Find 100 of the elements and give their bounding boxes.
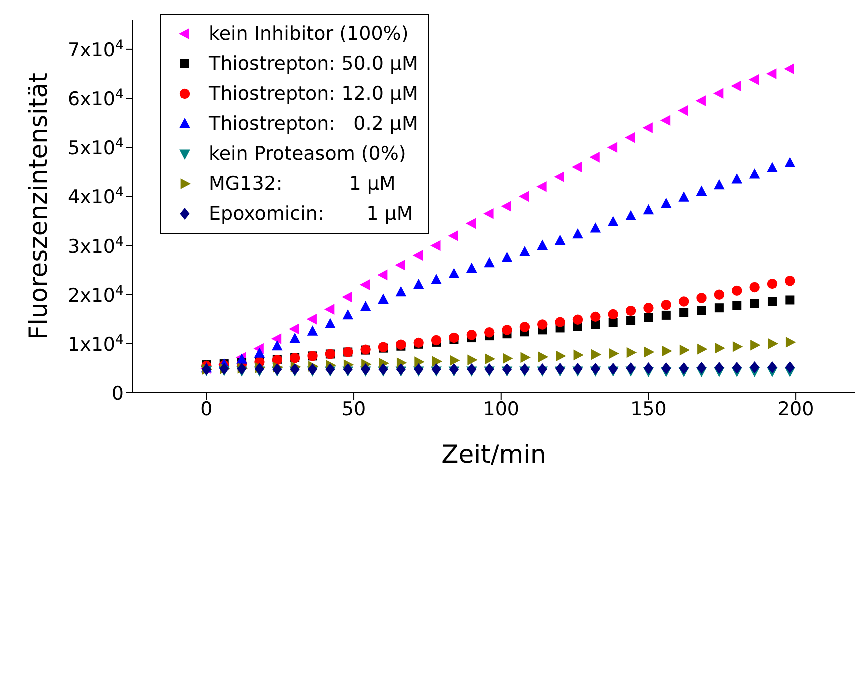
point bbox=[290, 363, 300, 376]
x-tick-label: 150 bbox=[630, 398, 667, 420]
point bbox=[573, 362, 583, 375]
point bbox=[608, 362, 618, 375]
point bbox=[574, 350, 584, 361]
point bbox=[556, 350, 566, 362]
point bbox=[608, 318, 618, 328]
point bbox=[591, 349, 602, 360]
point bbox=[396, 286, 407, 297]
point bbox=[412, 250, 424, 261]
legend-label: Thiostrepton: 0.2 µM bbox=[209, 113, 418, 135]
point bbox=[325, 318, 336, 328]
point bbox=[308, 363, 318, 376]
point bbox=[502, 363, 512, 376]
point bbox=[626, 362, 636, 374]
point bbox=[696, 362, 707, 374]
y-tick-label: 0 bbox=[112, 383, 124, 405]
point bbox=[715, 342, 726, 354]
point bbox=[786, 296, 795, 305]
point bbox=[713, 88, 724, 100]
point bbox=[538, 320, 548, 330]
point bbox=[678, 192, 690, 202]
point bbox=[625, 132, 636, 144]
point bbox=[644, 302, 654, 314]
point bbox=[591, 320, 600, 330]
point bbox=[414, 356, 425, 368]
y-tick-label: 4x10$^{4}$ bbox=[68, 185, 124, 209]
point bbox=[449, 332, 460, 344]
point bbox=[554, 234, 566, 246]
point bbox=[660, 115, 671, 126]
point bbox=[361, 363, 371, 376]
point bbox=[342, 309, 354, 320]
point bbox=[767, 162, 778, 172]
point bbox=[378, 294, 389, 304]
point bbox=[467, 363, 477, 376]
point bbox=[732, 362, 742, 374]
point bbox=[537, 240, 548, 250]
point bbox=[732, 286, 742, 296]
point bbox=[520, 363, 530, 376]
point bbox=[784, 157, 796, 168]
point bbox=[502, 252, 513, 262]
point bbox=[448, 230, 458, 242]
point bbox=[590, 362, 600, 375]
point bbox=[466, 330, 477, 340]
point bbox=[503, 353, 514, 364]
point bbox=[572, 162, 582, 173]
point bbox=[466, 218, 476, 230]
point bbox=[662, 310, 671, 320]
point bbox=[750, 299, 760, 308]
legend-label: MG132: 1 µM bbox=[209, 173, 396, 195]
point bbox=[609, 348, 620, 360]
point bbox=[662, 346, 672, 357]
point bbox=[450, 355, 460, 366]
point bbox=[590, 312, 601, 322]
point bbox=[271, 334, 282, 344]
point bbox=[696, 96, 706, 106]
point bbox=[680, 308, 689, 318]
point bbox=[680, 344, 690, 356]
point bbox=[642, 122, 653, 134]
point bbox=[590, 152, 600, 163]
point bbox=[555, 317, 566, 328]
point bbox=[661, 300, 672, 310]
point bbox=[572, 314, 584, 325]
point bbox=[377, 270, 388, 281]
point bbox=[750, 361, 760, 374]
point bbox=[538, 363, 548, 376]
point bbox=[679, 362, 689, 374]
point bbox=[644, 362, 654, 374]
x-tick-label: 50 bbox=[342, 398, 366, 420]
y-tick-label: 6x10$^{4}$ bbox=[68, 87, 124, 111]
point bbox=[449, 363, 460, 376]
point bbox=[485, 354, 496, 365]
point bbox=[306, 314, 317, 325]
point bbox=[662, 362, 672, 374]
legend-label: kein Inhibitor (100%) bbox=[209, 23, 409, 45]
point bbox=[608, 216, 619, 226]
x-tick-label: 200 bbox=[778, 398, 814, 420]
point bbox=[289, 324, 300, 335]
point bbox=[324, 304, 335, 315]
point bbox=[696, 293, 707, 304]
x-tick-label: 100 bbox=[483, 398, 520, 420]
point bbox=[431, 335, 442, 346]
point bbox=[484, 257, 495, 268]
point bbox=[360, 280, 370, 290]
point bbox=[678, 105, 688, 116]
point bbox=[626, 316, 636, 326]
point bbox=[696, 186, 708, 196]
point bbox=[750, 340, 761, 351]
point bbox=[678, 296, 690, 307]
x-tick-label: 0 bbox=[200, 398, 213, 420]
point bbox=[360, 301, 372, 312]
point bbox=[750, 282, 760, 293]
point bbox=[590, 222, 602, 233]
point bbox=[536, 181, 547, 192]
point bbox=[432, 356, 443, 367]
y-tick-label: 7x10$^{4}$ bbox=[68, 38, 124, 62]
y-axis-title: Fluoreszenzintensität bbox=[24, 72, 53, 340]
point bbox=[714, 304, 724, 313]
point bbox=[502, 325, 512, 336]
point bbox=[607, 142, 618, 154]
